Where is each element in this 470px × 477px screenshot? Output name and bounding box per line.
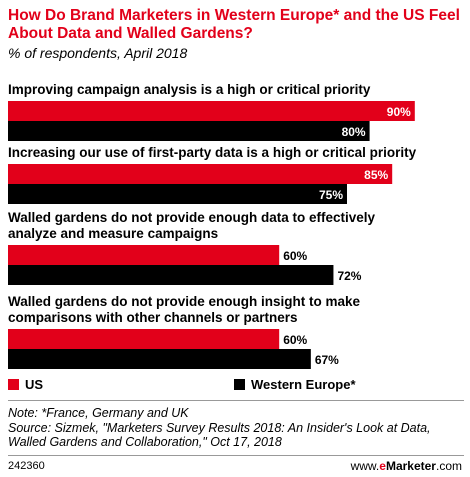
brand-e: e [379,459,386,473]
value-label-western-europe-1: 80% [342,125,366,139]
notes: Note: *France, Germany and UK Source: Si… [8,406,464,450]
legend-item-us: US [8,377,43,392]
category-label-4-line-2: comparisons with other channels or partn… [8,310,298,325]
bar-western-europe-3 [8,265,334,285]
chart-id: 242360 [8,460,45,472]
category-label-3-line-1: Walled gardens do not provide enough dat… [8,210,376,225]
bar-us-2 [8,164,393,184]
note-text: Note: *France, Germany and UK [8,406,189,420]
brand-prefix: www. [350,459,380,473]
legend-label-us: US [25,377,44,392]
value-label-us-1: 90% [387,105,411,119]
value-label-western-europe-2: 75% [319,188,343,202]
chart-subtitle: % of respondents, April 2018 [8,45,188,61]
legend-item-western-europe: Western Europe* [234,377,356,392]
bar-us-1 [8,101,415,121]
footer-divider [8,455,464,456]
value-label-western-europe-4: 67% [315,353,339,367]
legend-label-western-europe: Western Europe* [251,377,356,392]
value-label-us-3: 60% [283,249,307,263]
legend: US Western Europe* [0,377,470,393]
category-label-1: Improving campaign analysis is a high or… [8,82,371,97]
brand-suffix: .com [435,459,462,473]
brand-main: Marketer [385,459,436,473]
category-label-3-line-2: analyze and measure campaigns [8,226,218,241]
bar-western-europe-1 [8,121,370,141]
source-text: Source: Sizmek, "Marketers Survey Result… [8,420,431,450]
chart-title: How Do Brand Marketers in Western Europe… [8,7,460,42]
legend-swatch-us [8,379,19,390]
value-label-western-europe-3: 72% [337,269,361,283]
notes-divider [8,400,464,401]
bar-us-3 [8,245,280,265]
category-label-2: Increasing our use of first-party data i… [8,145,417,160]
value-label-us-2: 85% [364,168,388,182]
emarketer-brand: www.eMarketer.com [351,459,462,473]
bar-western-europe-2 [8,184,347,204]
bar-western-europe-4 [8,349,311,369]
category-label-4-line-1: Walled gardens do not provide enough ins… [8,294,361,309]
bar-us-4 [8,329,280,349]
legend-swatch-western-europe [234,379,245,390]
value-label-us-4: 60% [283,333,307,347]
